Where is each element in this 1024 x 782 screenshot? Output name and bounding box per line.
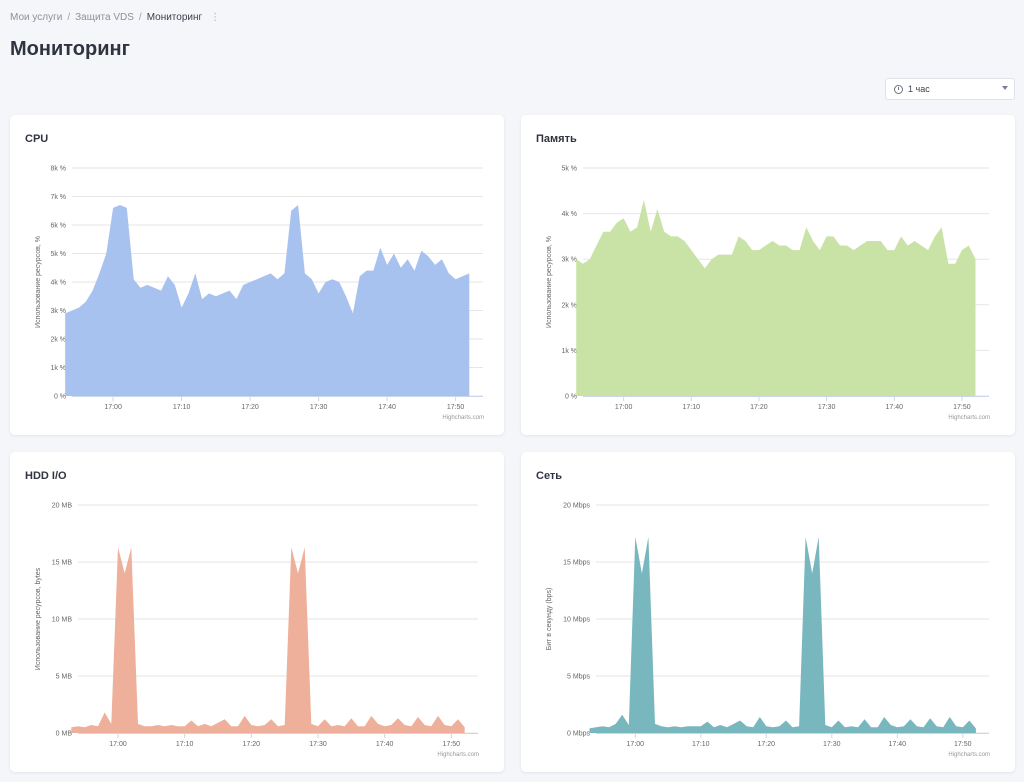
x-tick-label: 17:10 bbox=[173, 404, 191, 411]
x-tick-label: 17:30 bbox=[309, 741, 327, 748]
breadcrumb-current: Мониторинг bbox=[146, 12, 203, 23]
breadcrumb-separator: / bbox=[67, 12, 71, 23]
x-tick-label: 17:20 bbox=[243, 741, 261, 748]
x-tick-label: 17:40 bbox=[378, 404, 396, 411]
y-axis-title: Использование ресурсов, % bbox=[35, 236, 42, 328]
y-tick-label: 0 Mbps bbox=[567, 731, 590, 738]
y-axis-title: Бит в секунду (bps) bbox=[546, 588, 553, 651]
breadcrumb-link-services[interactable]: Мои услуги bbox=[10, 12, 63, 23]
y-tick-label: 5 Mbps bbox=[567, 674, 590, 681]
memory-area-series[interactable] bbox=[576, 199, 976, 396]
y-tick-label: 3k % bbox=[561, 257, 577, 264]
y-tick-label: 2k % bbox=[50, 337, 66, 344]
credits-link[interactable]: Highcharts.com bbox=[948, 415, 990, 421]
y-tick-label: 2k % bbox=[561, 302, 577, 309]
hdd-area-series[interactable] bbox=[71, 547, 465, 733]
x-tick-label: 17:30 bbox=[310, 404, 328, 411]
network-chart[interactable]: 0 Mbps 5 Mbps 10 Mbps 15 Mbps 20 Mbps 17:00 17… bbox=[521, 452, 1015, 772]
x-tick-label: 17:20 bbox=[750, 404, 768, 411]
memory-chart[interactable]: 0 % 1k % 2k % 3k % 4k % 5k % 17:00 17:10 17:20 17… bbox=[521, 115, 1015, 435]
x-tick-label: 17:40 bbox=[376, 741, 394, 748]
y-tick-label: 3k % bbox=[50, 308, 66, 315]
x-tick-label: 17:00 bbox=[615, 404, 633, 411]
y-tick-label: 0 MB bbox=[56, 731, 73, 738]
chevron-down-icon bbox=[1002, 86, 1008, 90]
y-tick-label: 5k % bbox=[50, 251, 66, 258]
cpu-chart-card: CPU 0 % 1k % 2k % 3k % 4k % 5k % 6k % 7k % 8k % 1… bbox=[10, 115, 504, 435]
y-tick-label: 4k % bbox=[50, 280, 66, 287]
y-tick-label: 5 MB bbox=[56, 674, 73, 681]
network-area-series[interactable] bbox=[589, 536, 976, 733]
x-tick-label: 17:00 bbox=[109, 741, 127, 748]
y-tick-label: 6k % bbox=[50, 223, 66, 230]
chart-title: CPU bbox=[25, 133, 49, 145]
x-tick-label: 17:00 bbox=[104, 404, 122, 411]
x-tick-label: 17:50 bbox=[443, 741, 461, 748]
cpu-area-series[interactable] bbox=[65, 205, 470, 396]
x-tick-label: 17:20 bbox=[758, 741, 776, 748]
x-tick-label: 17:10 bbox=[176, 741, 194, 748]
x-tick-label: 17:10 bbox=[692, 741, 710, 748]
period-select-value: 1 час bbox=[908, 84, 930, 94]
y-tick-label: 15 MB bbox=[52, 560, 73, 567]
credits-link[interactable]: Highcharts.com bbox=[948, 752, 990, 758]
breadcrumb-link-vds[interactable]: Защита VDS bbox=[75, 12, 134, 23]
y-tick-label: 10 MB bbox=[52, 617, 73, 624]
y-axis-title: Использование ресурсов, % bbox=[546, 236, 553, 328]
y-tick-label: 8k % bbox=[50, 166, 66, 173]
x-tick-label: 17:50 bbox=[954, 741, 972, 748]
y-tick-label: 4k % bbox=[561, 211, 577, 218]
more-menu-icon[interactable]: ⋮ bbox=[210, 12, 221, 23]
y-tick-label: 20 MB bbox=[52, 503, 73, 510]
y-tick-label: 15 Mbps bbox=[563, 560, 590, 567]
memory-chart-card: Память 0 % 1k % 2k % 3k % 4k % 5k % 17:00 17:10… bbox=[521, 115, 1015, 435]
credits-link[interactable]: Highcharts.com bbox=[437, 752, 479, 758]
x-tick-label: 17:40 bbox=[889, 741, 907, 748]
x-tick-label: 17:30 bbox=[823, 741, 841, 748]
network-chart-card: Сеть 0 Mbps 5 Mbps 10 Mbps 15 Mbps 20 Mbps 17… bbox=[521, 452, 1015, 772]
credits-link[interactable]: Highcharts.com bbox=[442, 415, 484, 421]
y-tick-label: 1k % bbox=[50, 365, 66, 372]
y-axis-title: Использование ресурсов, bytes bbox=[35, 567, 42, 670]
y-tick-label: 20 Mbps bbox=[563, 503, 590, 510]
clock-icon bbox=[894, 84, 903, 94]
chart-title: HDD I/O bbox=[25, 470, 67, 482]
chart-title: Сеть bbox=[536, 470, 563, 482]
y-tick-label: 10 Mbps bbox=[563, 617, 590, 624]
page-title: Мониторинг bbox=[10, 38, 130, 60]
y-tick-label: 5k % bbox=[561, 166, 577, 173]
y-tick-label: 1k % bbox=[561, 348, 577, 355]
chart-title: Память bbox=[536, 133, 577, 145]
period-select[interactable]: 1 час bbox=[885, 78, 1015, 100]
hdd-chart[interactable]: 0 MB 5 MB 10 MB 15 MB 20 MB 17:00 17:10 17:20 17… bbox=[10, 452, 504, 772]
cpu-chart[interactable]: 0 % 1k % 2k % 3k % 4k % 5k % 6k % 7k % 8k % 17:00… bbox=[10, 115, 504, 435]
x-tick-label: 17:40 bbox=[886, 404, 904, 411]
x-tick-label: 17:30 bbox=[818, 404, 836, 411]
hdd-chart-card: HDD I/O 0 MB 5 MB 10 MB 15 MB 20 MB 17:00 17:1… bbox=[10, 452, 504, 772]
x-tick-label: 17:50 bbox=[447, 404, 465, 411]
x-tick-label: 17:50 bbox=[953, 404, 971, 411]
x-tick-label: 17:20 bbox=[241, 404, 259, 411]
x-tick-label: 17:00 bbox=[627, 741, 645, 748]
breadcrumb-separator: / bbox=[138, 12, 142, 23]
y-tick-label: 0 % bbox=[565, 394, 577, 401]
y-tick-label: 0 % bbox=[54, 394, 66, 401]
y-tick-label: 7k % bbox=[50, 194, 66, 201]
breadcrumb: Мои услуги / Защита VDS / Мониторинг ⋮ bbox=[10, 12, 220, 23]
x-tick-label: 17:10 bbox=[683, 404, 701, 411]
